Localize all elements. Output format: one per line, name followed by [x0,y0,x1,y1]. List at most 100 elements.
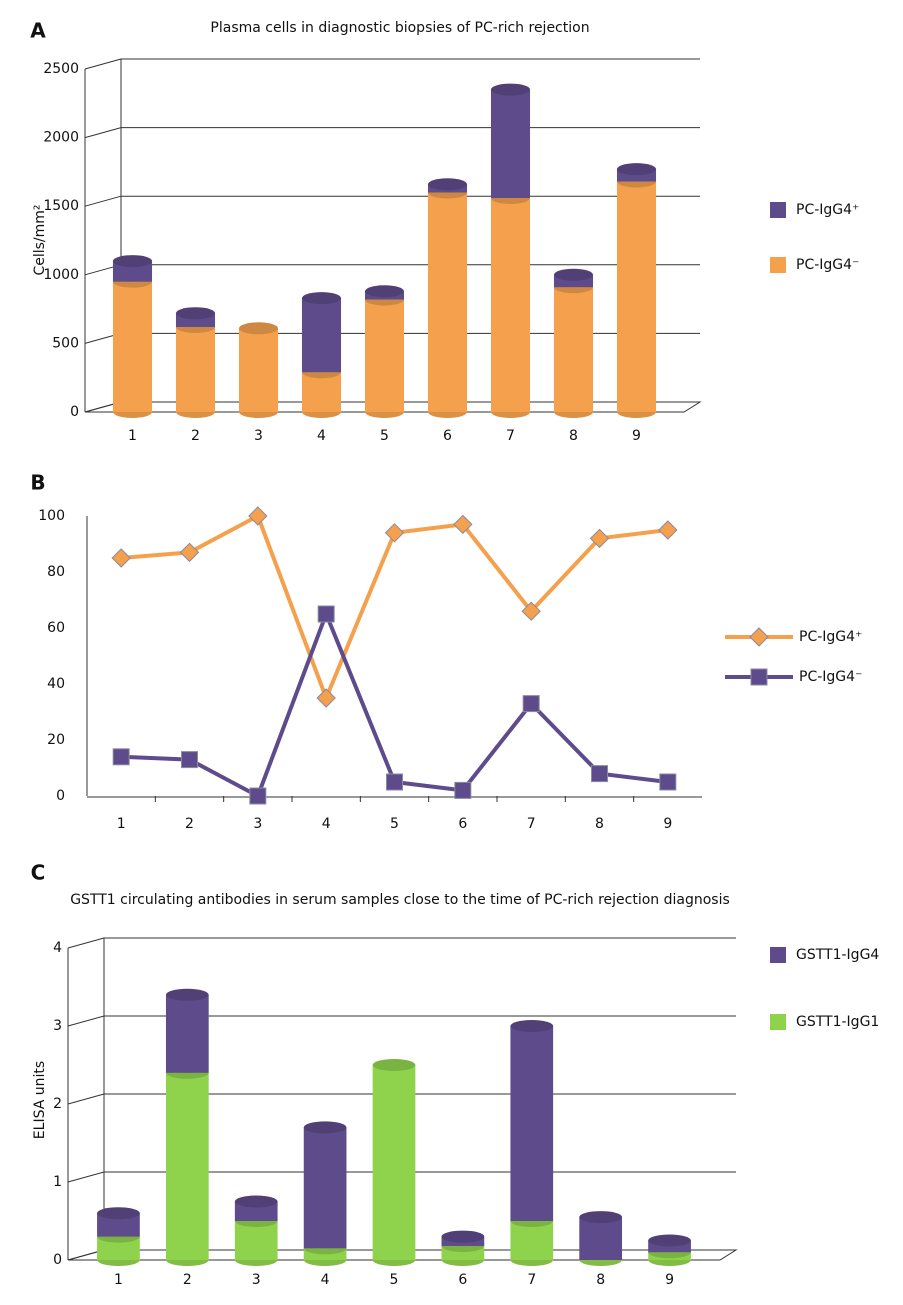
legend-swatch [770,202,786,218]
grid-line [67,1093,105,1105]
bar [553,287,594,412]
bar-top [372,1059,416,1071]
bar-top [441,1230,485,1243]
x-tick-label: 3 [252,1272,261,1288]
bar [364,299,405,412]
bar-top [510,1020,554,1032]
marker [111,548,131,568]
marker [589,528,610,549]
legend-label: GSTT1-IgG1 [796,1014,879,1030]
bar [165,994,209,1073]
y-tick-label: 60 [47,620,65,636]
y-tick-label: 1000 [43,267,79,283]
bar [234,1221,278,1260]
bar-top [234,1195,278,1208]
bar-top [648,1234,691,1247]
bar-top [165,988,209,1001]
x-tick-label: 5 [390,816,399,832]
legend-label: PC-IgG4⁺ [799,629,862,645]
bar-top [175,307,216,320]
panel-label: C [31,861,46,885]
y-tick-label: 2 [53,1096,62,1112]
x-tick-label: 6 [458,816,467,832]
bar-top [112,255,153,268]
marker [591,765,608,783]
bar-top [97,1207,140,1220]
bar-top [490,83,531,96]
x-tick-label: 3 [253,816,262,832]
x-tick-label: 1 [128,428,137,444]
y-tick-label: 2000 [43,130,79,146]
bar-top [553,268,594,281]
bar-top [301,292,342,305]
marker [181,751,198,769]
x-tick-label: 1 [117,816,126,832]
x-tick-label: 3 [254,428,263,444]
grid-line [84,58,122,70]
y-tick-label: 4 [53,940,62,956]
bar-top [364,285,405,298]
y-tick-label: 80 [47,564,65,580]
x-tick-label: 6 [458,1272,467,1288]
legend-swatch [770,947,786,963]
x-tick-label: 4 [322,816,331,832]
legend-label: PC-IgG4⁺ [796,202,859,218]
marker [179,542,200,563]
x-tick-label: 2 [183,1272,192,1288]
x-tick-label: 6 [443,428,452,444]
chart-title: Plasma cells in diagnostic biopsies of P… [210,20,589,36]
marker [316,688,336,708]
bar-top [579,1211,623,1224]
x-tick-label: 7 [506,428,515,444]
legend-label: PC-IgG4⁻ [796,257,859,273]
bar-top [616,163,657,176]
bar [97,1236,140,1260]
bar-top [238,322,279,335]
x-tick-label: 2 [185,816,194,832]
y-tick-label: 0 [53,1252,62,1268]
x-tick-label: 8 [595,816,604,832]
marker [249,787,267,805]
x-tick-label: 5 [380,428,389,444]
bar [510,1221,554,1260]
x-tick-label: 9 [665,1272,674,1288]
legend-swatch [770,257,786,273]
bar [303,1127,347,1249]
y-tick-label: 0 [70,404,79,420]
bar [579,1217,623,1260]
legend-marker [750,668,768,686]
marker [659,773,677,791]
bar [490,197,531,412]
bar [490,89,531,198]
y-tick-label: 500 [52,335,79,351]
marker [248,506,268,526]
x-tick-label: 2 [191,428,200,444]
y-tick-label: 0 [56,788,65,804]
grid-line [67,1015,105,1027]
x-tick-label: 8 [596,1272,605,1288]
panel-label: A [30,19,46,43]
panel-label: B [30,471,45,495]
bar [616,181,657,412]
grid-line [84,195,122,207]
y-tick-label: 20 [47,732,65,748]
y-tick-label: 1 [53,1174,62,1190]
bar [97,1213,140,1237]
x-tick-label: 9 [632,428,641,444]
legend-swatch [770,1014,786,1030]
y-tick-label: 2500 [43,61,79,77]
legend-marker [749,627,769,647]
y-tick-label: 100 [38,508,65,524]
x-tick-label: 9 [663,816,672,832]
marker [522,695,540,713]
legend-label: GSTT1-IgG4 [796,947,879,963]
grid-line [67,937,105,949]
marker [521,601,541,621]
y-axis-label: Cells/mm² [32,204,48,275]
x-tick-label: 4 [321,1272,330,1288]
x-tick-label: 5 [390,1272,399,1288]
line [121,513,669,704]
bar [372,1065,416,1260]
grid-line [67,1171,105,1183]
